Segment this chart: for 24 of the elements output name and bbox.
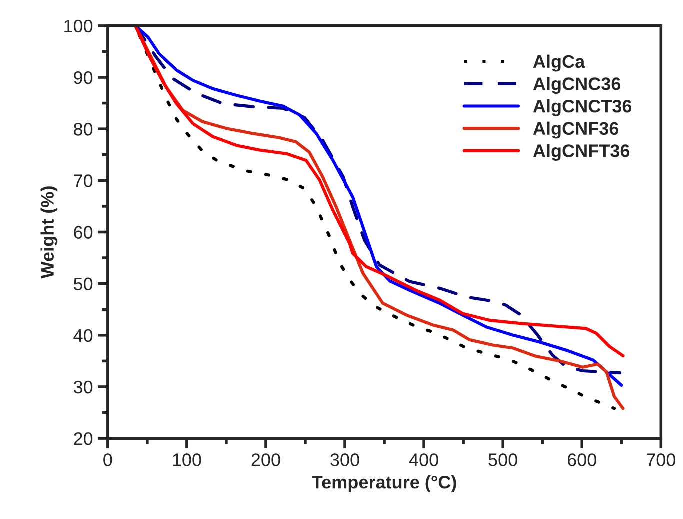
y-tick-label: 60	[74, 226, 93, 239]
y-tick-label: 70	[74, 174, 93, 188]
x-tick-label: 700	[647, 454, 676, 466]
y-tick-label: 50	[74, 278, 93, 291]
legend-label: AlgCNC36	[533, 77, 621, 94]
x-tick-label: 500	[488, 454, 518, 466]
x-tick-label: 600	[568, 454, 596, 466]
y-axis-title: Weight (%)	[40, 186, 58, 279]
x-axis-title: Temperature (°C)	[312, 476, 456, 492]
y-tick-label: 30	[74, 380, 93, 394]
legend-label: AlgCa	[533, 54, 586, 72]
x-tick-label: 100	[173, 454, 202, 466]
y-tick-label: 40	[74, 329, 93, 342]
y-tick-label: 100	[64, 20, 93, 33]
y-tick-label: 90	[74, 71, 93, 84]
x-tick-label: 300	[330, 454, 360, 466]
y-tick-label: 20	[74, 432, 93, 446]
x-tick-label: 400	[409, 454, 438, 466]
y-tick-label: 80	[74, 123, 93, 136]
x-tick-label: 0	[104, 454, 112, 466]
legend-label: AlgCNF36	[533, 122, 619, 139]
legend-label: AlgCNFT36	[533, 144, 630, 162]
legend-label: AlgCNCT36	[533, 99, 632, 116]
x-tick-label: 200	[252, 454, 280, 466]
